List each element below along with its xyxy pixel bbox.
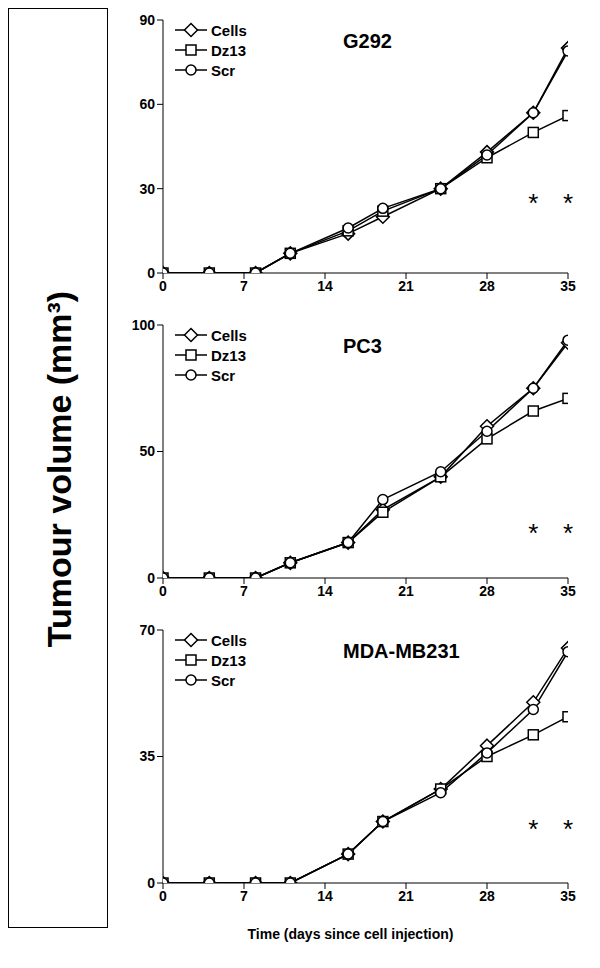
svg-text:7: 7 (240, 278, 248, 294)
svg-text:0: 0 (147, 265, 155, 281)
html-text:Scr: Scr (211, 366, 236, 384)
html-text:Dz13: Dz13 (211, 346, 246, 364)
svg-text:35: 35 (139, 748, 155, 764)
svg-text:28: 28 (479, 888, 495, 904)
html-text:Dz13: Dz13 (211, 651, 246, 669)
svg-text:*: * (563, 814, 573, 844)
svg-text:30: 30 (139, 181, 155, 197)
svg-text:7: 7 (240, 583, 248, 599)
svg-text:35: 35 (560, 583, 576, 599)
svg-text:60: 60 (139, 96, 155, 112)
svg-text:28: 28 (479, 278, 495, 294)
svg-text:21: 21 (398, 278, 414, 294)
svg-text:0: 0 (159, 278, 167, 294)
svg-text:70: 70 (139, 622, 155, 638)
svg-text:14: 14 (317, 278, 333, 294)
svg-text:21: 21 (398, 583, 414, 599)
svg-text:*: * (563, 518, 573, 548)
svg-text:100: 100 (132, 317, 156, 333)
svg-text:*: * (528, 188, 538, 218)
svg-text:0: 0 (159, 888, 167, 904)
html-text:PC3: PC3 (343, 335, 382, 357)
svg-text:0: 0 (147, 570, 155, 586)
svg-text:14: 14 (317, 888, 333, 904)
svg-text:7: 7 (240, 888, 248, 904)
html-text:Scr: Scr (211, 671, 236, 689)
html-text:Scr: Scr (211, 61, 236, 79)
html-text:Cells: Cells (211, 631, 247, 649)
html-text:Time (days since cell injectio: Time (days since cell injection) (247, 926, 454, 942)
svg-text:35: 35 (560, 888, 576, 904)
svg-text:14: 14 (317, 583, 333, 599)
svg-text:*: * (528, 814, 538, 844)
svg-text:0: 0 (147, 875, 155, 891)
html-text:G292: G292 (343, 30, 392, 52)
svg-text:28: 28 (479, 583, 495, 599)
svg-text:0: 0 (159, 583, 167, 599)
html-text:MDA-MB231: MDA-MB231 (343, 640, 460, 662)
html-text:Dz13: Dz13 (211, 41, 246, 59)
svg-text:90: 90 (139, 12, 155, 28)
svg-text:35: 35 (560, 278, 576, 294)
svg-text:*: * (563, 188, 573, 218)
svg-text:50: 50 (139, 443, 155, 459)
svg-text:*: * (528, 518, 538, 548)
html-text:Cells: Cells (211, 326, 247, 344)
html-text:Cells: Cells (211, 21, 247, 39)
html-text:Tumour volume (mm³): Tumour volume (mm³) (39, 290, 78, 648)
svg-text:21: 21 (398, 888, 414, 904)
